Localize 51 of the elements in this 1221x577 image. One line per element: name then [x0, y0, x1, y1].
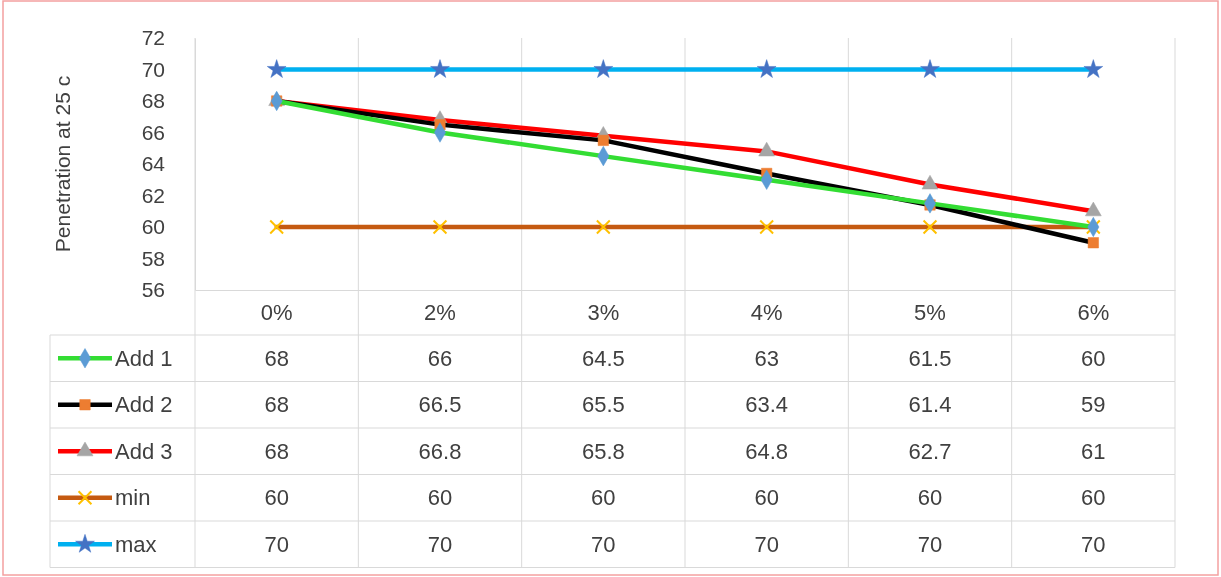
x-tick-label: 0%	[260, 299, 293, 325]
legend-label: max	[115, 531, 157, 557]
data-label: 60	[427, 485, 453, 511]
data-label: 66.8	[418, 438, 462, 464]
data-label: 68	[264, 392, 289, 418]
y-tick-label: 60	[141, 215, 165, 239]
data-label: 65.5	[581, 392, 625, 418]
data-label: 61.4	[908, 392, 952, 418]
data-label: 68	[264, 345, 289, 371]
data-label: 61	[1081, 438, 1106, 464]
y-tick-label: 66	[141, 120, 165, 144]
y-tick-label: 68	[141, 89, 165, 113]
data-label: 68	[264, 438, 289, 464]
y-tick-label: 70	[141, 57, 165, 81]
y-tick-label: 56	[141, 278, 165, 302]
data-label: 60	[1081, 345, 1106, 371]
data-label: 60	[917, 485, 943, 511]
data-label: 61.5	[908, 345, 952, 371]
data-label: 59	[1081, 392, 1106, 418]
x-tick-label: 3%	[587, 299, 620, 325]
data-label: 60	[754, 485, 779, 511]
x-tick-label: 4%	[750, 299, 783, 325]
data-label: 62.7	[908, 438, 952, 464]
y-axis-title: Penetration at 25 c	[51, 75, 74, 253]
data-label: 70	[427, 531, 453, 557]
data-label: 64.8	[745, 438, 789, 464]
legend-label: Add 1	[115, 345, 173, 371]
data-label: 60	[591, 485, 616, 511]
data-label: 65.8	[581, 438, 625, 464]
data-label: 70	[917, 531, 943, 557]
data-label: 70	[591, 531, 616, 557]
y-tick-label: 72	[141, 26, 165, 50]
legend-label: Add 3	[115, 438, 173, 464]
data-label: 64.5	[581, 345, 625, 371]
legend-label: Add 2	[115, 392, 173, 418]
data-label: 70	[1081, 531, 1106, 557]
data-label: 63	[754, 345, 779, 371]
data-label: 66.5	[418, 392, 462, 418]
y-tick-label: 58	[141, 246, 165, 270]
data-label: 70	[754, 531, 779, 557]
data-label: 66	[427, 345, 453, 371]
y-tick-label: 62	[141, 183, 165, 207]
x-tick-label: 5%	[914, 299, 946, 325]
x-tick-label: 6%	[1077, 299, 1110, 325]
data-label: 63.4	[745, 392, 789, 418]
x-tick-label: 2%	[424, 299, 456, 325]
data-label: 60	[264, 485, 289, 511]
legend-label: min	[115, 485, 151, 511]
data-label: 70	[264, 531, 289, 557]
data-label: 60	[1081, 485, 1106, 511]
y-tick-label: 64	[141, 152, 166, 176]
